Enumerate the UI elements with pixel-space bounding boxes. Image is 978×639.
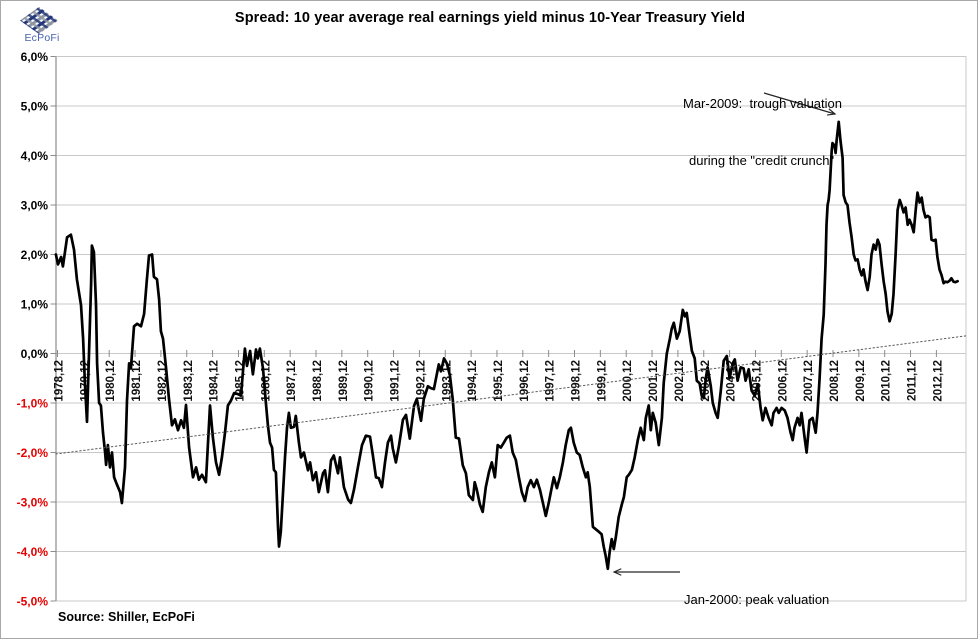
y-tick-label: 1,0% [21,298,49,312]
y-tick-label: 4,0% [21,149,49,163]
x-tick-label: 2001,12 [648,360,660,402]
y-tick-label: -4,0% [17,545,49,559]
annotation-mar-2009: Mar-2009: trough valuation during the "c… [683,56,842,208]
x-tick-label: 1989,12 [338,360,350,402]
x-tick-label: 2006,12 [777,360,789,402]
x-tick-label: 1988,12 [312,360,324,402]
x-tick-label: 1994,12 [467,360,479,402]
annotation-mar-2009-line2: during the "credit crunch" [689,153,835,168]
x-tick-label: 2009,12 [855,360,867,402]
x-tick-label: 1995,12 [493,360,505,402]
x-tick-label: 1978,12 [54,360,66,402]
x-tick-label: 1980,12 [105,360,117,402]
arrow-to-jan-2000-trough-head [612,568,622,576]
x-tick-label: 2002,12 [674,360,686,402]
logo-wordmark: EcPoFi [24,32,60,44]
x-tick-label: 1997,12 [545,360,557,402]
x-tick-label: 1999,12 [596,360,608,402]
annotation-jan-2000: Jan-2000: peak valuation during the .com… [684,552,830,638]
x-tick-label: 2012,12 [932,360,944,402]
ecpofi-logo-icon [20,7,58,34]
logo-stripe [20,7,58,34]
x-tick-label: 2005,12 [751,360,763,402]
y-tick-label: 6,0% [21,50,49,64]
x-tick-label: 1981,12 [131,360,143,402]
annotation-mar-2009-line1: Mar-2009: trough valuation [683,96,842,111]
x-tick-label: 1992,12 [415,360,427,402]
source-note: Source: Shiller, EcPoFi [58,610,195,624]
chart-title: Spread: 10 year average real earnings yi… [234,10,746,26]
y-tick-label: -3,0% [17,496,49,510]
y-tick-label: -5,0% [17,595,49,609]
x-tick-label: 1987,12 [286,360,298,402]
arrow-to-mar-2009-peak-head [826,108,837,116]
x-tick-label: 2010,12 [881,360,893,402]
y-tick-label: 0,0% [21,347,49,361]
x-tick-label: 1984,12 [209,360,221,402]
spread-line [54,120,959,571]
x-tick-label: 2007,12 [803,360,815,402]
y-tick-label: -2,0% [17,446,49,460]
annotation-jan-2000-line1: Jan-2000: peak valuation [684,592,830,607]
y-tick-label: 2,0% [21,248,49,262]
y-tick-label: -1,0% [17,397,49,411]
x-tick-label: 2000,12 [622,360,634,402]
x-tick-label: 1996,12 [519,360,531,402]
x-tick-label: 2011,12 [907,360,919,401]
y-tick-label: 3,0% [21,199,49,213]
x-tick-label: 1990,12 [364,360,376,402]
x-tick-label: 1991,12 [390,360,402,402]
x-tick-label: 2008,12 [829,360,841,402]
arrow-to-mar-2009-peak [763,92,836,115]
trend-line [55,335,968,455]
x-tick-label: 1983,12 [183,360,195,402]
x-tick-label: 1998,12 [571,360,583,402]
x-tick-label: 1993,12 [441,360,453,402]
y-tick-label: 5,0% [21,100,49,114]
logo-stripe [20,7,58,34]
